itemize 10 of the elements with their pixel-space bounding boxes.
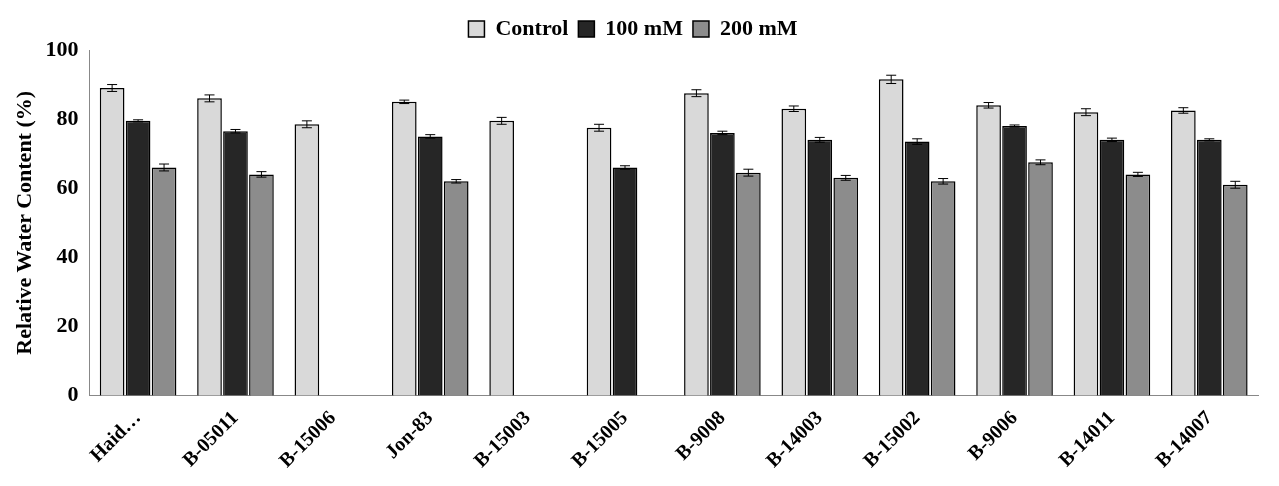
legend-label: Control [495, 14, 569, 40]
y-tick-label: 80 [56, 104, 79, 130]
legend-label: 200 mM [719, 14, 798, 40]
y-tick-label: 0 [67, 381, 79, 407]
y-axis-title: Relative Water Content (%) [10, 90, 36, 355]
y-tick-label: 20 [56, 312, 79, 338]
legend-label: 100 mM [605, 14, 684, 40]
y-tick-label: 60 [56, 173, 79, 199]
y-tick-label: 40 [56, 243, 79, 269]
y-tick-label: 100 [45, 35, 79, 61]
